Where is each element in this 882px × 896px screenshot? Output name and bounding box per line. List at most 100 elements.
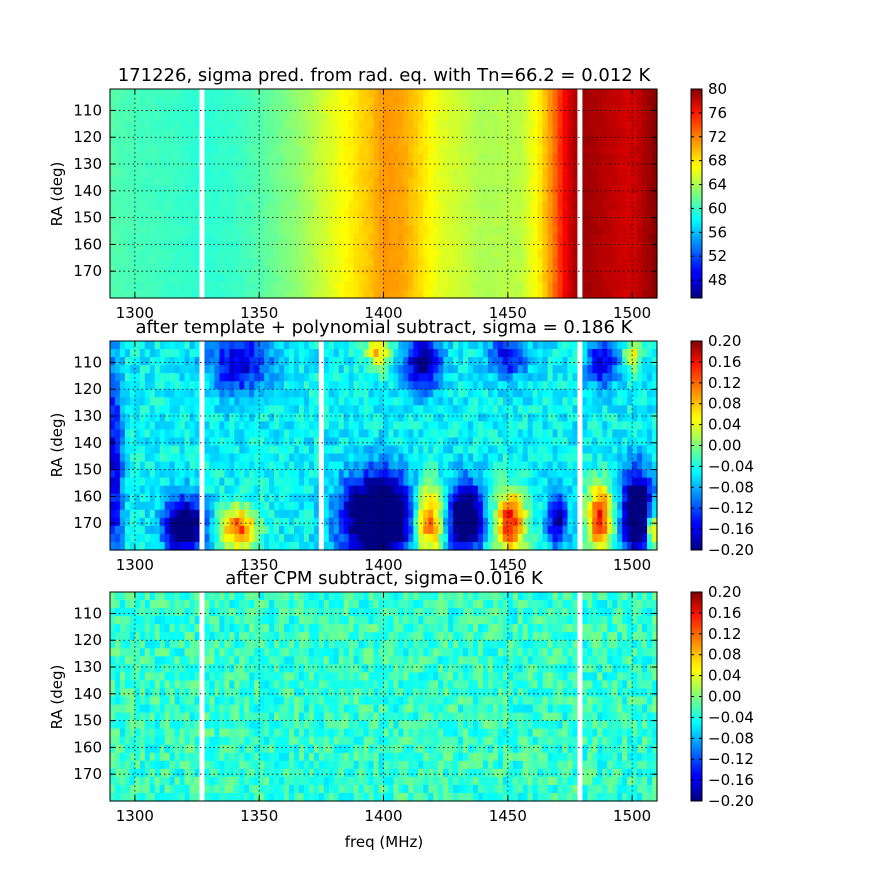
heatmap-cell — [433, 129, 439, 138]
heatmap-cell — [289, 218, 295, 227]
heatmap-cell — [374, 502, 380, 511]
heatmap-cell — [384, 357, 390, 366]
heatmap-cell — [120, 470, 126, 479]
heatmap-cell — [200, 373, 206, 382]
heatmap-cell — [622, 250, 628, 259]
heatmap-cell — [354, 266, 360, 275]
heatmap-cell — [543, 282, 549, 291]
heatmap-cell — [369, 105, 375, 114]
heatmap-cell — [269, 349, 275, 358]
heatmap-cell — [617, 210, 623, 219]
heatmap-cell — [175, 218, 181, 227]
heatmap-cell — [259, 413, 265, 422]
heatmap-cell — [538, 145, 544, 154]
heatmap-cell — [423, 145, 429, 154]
heatmap-cell — [403, 161, 409, 170]
heatmap-cell — [190, 510, 196, 519]
heatmap-cell — [224, 105, 230, 114]
heatmap-cell — [508, 153, 514, 162]
heatmap-cell — [165, 137, 171, 146]
heatmap-cell — [563, 105, 569, 114]
heatmap-cell — [269, 282, 275, 291]
heatmap-cell — [443, 478, 449, 487]
heatmap-cell — [423, 161, 429, 170]
heatmap-cell — [428, 169, 434, 178]
heatmap-cell — [393, 121, 399, 130]
heatmap-cell — [185, 210, 191, 219]
heatmap-cell — [418, 405, 424, 414]
heatmap-cell — [408, 169, 414, 178]
heatmap-cell — [438, 542, 444, 551]
heatmap-cell — [145, 218, 151, 227]
heatmap-cell — [120, 226, 126, 235]
heatmap-cell — [259, 542, 265, 551]
heatmap-cell — [279, 397, 285, 406]
heatmap-cell — [468, 137, 474, 146]
heatmap-cell — [518, 226, 524, 235]
heatmap-cell — [289, 470, 295, 479]
heatmap-cell — [294, 97, 300, 106]
heatmap-cell — [622, 161, 628, 170]
heatmap-cell — [468, 446, 474, 455]
heatmap-cell — [642, 250, 648, 259]
heatmap-cell — [349, 226, 355, 235]
heatmap-cell — [344, 381, 350, 390]
heatmap-cell — [543, 97, 549, 106]
heatmap-cell — [110, 381, 116, 390]
heatmap-cell — [349, 526, 355, 535]
heatmap-cell — [195, 502, 201, 511]
heatmap-cell — [374, 266, 380, 275]
heatmap-cell — [473, 365, 479, 374]
heatmap-cell — [289, 194, 295, 203]
heatmap-cell — [498, 121, 504, 130]
heatmap-cell — [314, 153, 320, 162]
heatmap-cell — [418, 341, 424, 350]
heatmap-cell — [214, 486, 220, 495]
heatmap-cell — [209, 290, 215, 299]
heatmap-cell — [165, 454, 171, 463]
heatmap-cell — [488, 210, 494, 219]
heatmap-cell — [498, 486, 504, 495]
heatmap-cell — [592, 97, 598, 106]
heatmap-cell — [354, 290, 360, 299]
heatmap-cell — [324, 274, 330, 283]
heatmap-cell — [115, 226, 121, 235]
heatmap-cell — [165, 226, 171, 235]
heatmap-cell — [274, 97, 280, 106]
heatmap-cell — [418, 226, 424, 235]
heatmap-cell — [195, 486, 201, 495]
heatmap-cell — [438, 373, 444, 382]
heatmap-cell — [284, 226, 290, 235]
heatmap-cell — [478, 202, 484, 211]
heatmap-cell — [170, 282, 176, 291]
heatmap-cell — [388, 470, 394, 479]
heatmap-cell — [299, 105, 305, 114]
heatmap-cell — [339, 526, 345, 535]
heatmap-cell — [219, 510, 225, 519]
heatmap-cell — [229, 502, 235, 511]
heatmap-cell — [384, 202, 390, 211]
heatmap-cell — [259, 341, 265, 350]
heatmap-cell — [388, 478, 394, 487]
heatmap-cell — [284, 518, 290, 527]
heatmap-cell — [170, 194, 176, 203]
heatmap-cell — [637, 97, 643, 106]
heatmap-cell — [319, 266, 325, 275]
heatmap-cell — [224, 486, 230, 495]
heatmap-cell — [239, 226, 245, 235]
heatmap-cell — [209, 478, 215, 487]
heatmap-cell — [398, 290, 404, 299]
heatmap-cell — [110, 365, 116, 374]
heatmap-cell — [572, 145, 578, 154]
heatmap-cell — [448, 341, 454, 350]
heatmap-cell — [483, 121, 489, 130]
heatmap-cell — [577, 145, 583, 154]
heatmap-cell — [115, 185, 121, 194]
heatmap-cell — [175, 357, 181, 366]
heatmap-cell — [468, 542, 474, 551]
heatmap-cell — [324, 373, 330, 382]
heatmap-cell — [463, 218, 469, 227]
heatmap-cell — [359, 526, 365, 535]
heatmap-cell — [473, 478, 479, 487]
heatmap-cell — [155, 97, 161, 106]
